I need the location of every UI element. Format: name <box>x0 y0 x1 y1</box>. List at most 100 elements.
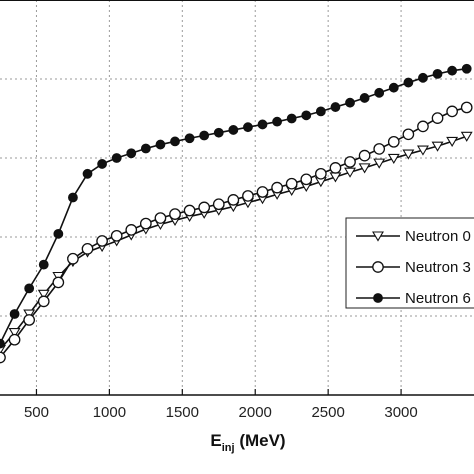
data-point-s3-2 <box>24 283 35 294</box>
data-point-s2-20 <box>285 177 298 190</box>
legend-entries: Neutron 0 Neutron 3 Neutron 6 <box>356 228 471 307</box>
data-point-s3-23 <box>330 102 341 112</box>
data-point-s3-19 <box>272 116 283 127</box>
data-point-s3-28 <box>403 77 414 88</box>
series-layer <box>0 63 473 364</box>
data-point-s2-24 <box>344 156 356 168</box>
data-point-s1-23 <box>329 172 342 183</box>
legend-label-2: Neutron 3 <box>405 259 471 276</box>
data-point-s3-0 <box>0 338 5 349</box>
data-point-s2-27 <box>387 135 400 148</box>
data-point-s1-3 <box>37 289 50 300</box>
legend: Neutron 0 Neutron 3 Neutron 6 <box>345 217 474 309</box>
data-point-s3-10 <box>140 143 151 154</box>
data-point-s3-12 <box>170 136 180 147</box>
data-point-s3-3 <box>38 259 49 270</box>
data-point-s2-26 <box>373 143 386 155</box>
x-tick-label-2000: 2000 <box>239 404 272 421</box>
data-point-s2-12 <box>169 208 181 220</box>
data-point-s1-29 <box>416 145 429 156</box>
data-point-s3-20 <box>286 113 297 124</box>
data-point-s2-22 <box>315 167 327 180</box>
x-tick-label-500: 500 <box>24 404 49 421</box>
x-tick-label-1000: 1000 <box>93 404 126 421</box>
data-point-s3-25 <box>359 93 370 103</box>
x-tick-label-2500: 2500 <box>311 404 344 421</box>
data-point-s2-10 <box>139 217 152 230</box>
data-point-s2-14 <box>198 201 211 214</box>
series-3 <box>0 63 472 349</box>
data-point-s3-1 <box>9 309 20 319</box>
data-point-s2-29 <box>417 120 429 133</box>
data-point-s3-29 <box>418 72 428 83</box>
data-point-s1-32 <box>460 131 473 142</box>
x-tick-label-3000: 3000 <box>384 404 417 421</box>
legend-marker-3 <box>373 293 383 303</box>
data-point-s3-6 <box>82 168 93 179</box>
data-point-s1-24 <box>344 167 356 178</box>
axes <box>0 0 474 396</box>
data-point-s2-4 <box>52 276 65 289</box>
data-point-s3-14 <box>199 130 210 141</box>
data-point-s3-16 <box>228 125 239 135</box>
data-point-s2-18 <box>256 186 269 198</box>
data-point-s2-2 <box>23 314 36 326</box>
x-axis-label-main: E <box>210 431 221 450</box>
data-point-s3-4 <box>53 228 64 239</box>
data-point-s2-5 <box>67 252 79 265</box>
data-point-s3-18 <box>257 119 268 130</box>
data-point-s3-7 <box>97 159 107 169</box>
data-point-s3-30 <box>432 68 443 79</box>
data-point-s3-21 <box>301 110 312 121</box>
data-point-s2-0 <box>0 351 6 364</box>
data-point-s1-30 <box>431 141 444 152</box>
data-point-s2-25 <box>358 149 371 162</box>
data-point-s3-32 <box>461 63 472 74</box>
x-axis-label-subscript: inj <box>222 442 235 454</box>
data-point-s2-15 <box>212 198 225 211</box>
data-point-s2-11 <box>154 212 167 224</box>
data-point-s2-23 <box>329 162 342 174</box>
data-point-s3-15 <box>213 127 224 138</box>
legend-marker-1 <box>372 231 384 242</box>
data-point-s2-30 <box>431 112 444 124</box>
data-point-s1-31 <box>446 136 459 147</box>
data-point-s2-1 <box>8 333 21 346</box>
data-point-s2-16 <box>227 194 240 206</box>
data-point-s3-9 <box>126 148 137 159</box>
legend-box <box>345 217 474 309</box>
x-ticks: 500 1000 1500 2000 2500 3000 <box>24 389 418 421</box>
data-point-s2-13 <box>183 204 196 217</box>
data-point-s2-6 <box>81 243 94 255</box>
data-point-s3-11 <box>155 139 166 150</box>
data-point-s1-25 <box>358 163 371 174</box>
data-point-s2-8 <box>110 229 123 242</box>
x-axis-label-unit: (MeV) <box>235 431 286 450</box>
data-point-s1-27 <box>387 153 400 164</box>
data-point-s3-22 <box>315 106 326 117</box>
data-point-s2-17 <box>242 190 254 202</box>
data-point-s2-21 <box>300 173 313 186</box>
x-axis-label: Einj (MeV) <box>210 431 285 454</box>
data-point-s2-3 <box>37 295 50 308</box>
data-point-s3-31 <box>447 65 458 76</box>
data-point-s2-32 <box>460 101 473 114</box>
data-point-s3-17 <box>243 122 253 133</box>
data-point-s3-27 <box>388 82 399 93</box>
data-point-s1-26 <box>373 158 386 169</box>
data-point-s1-28 <box>402 149 415 160</box>
data-point-s2-19 <box>271 181 283 194</box>
data-point-s2-9 <box>125 224 138 236</box>
data-point-s2-7 <box>96 235 108 247</box>
data-point-s3-24 <box>345 97 355 108</box>
data-point-s3-5 <box>68 192 78 203</box>
legend-label-3: Neutron 6 <box>405 290 471 307</box>
data-point-s1-1 <box>8 328 21 339</box>
series-2 <box>0 101 473 364</box>
legend-marker-2 <box>372 261 384 273</box>
data-point-s3-13 <box>184 133 195 144</box>
legend-label-1: Neutron 0 <box>405 228 471 245</box>
data-point-s3-26 <box>374 87 385 98</box>
x-tick-label-1500: 1500 <box>166 404 199 421</box>
